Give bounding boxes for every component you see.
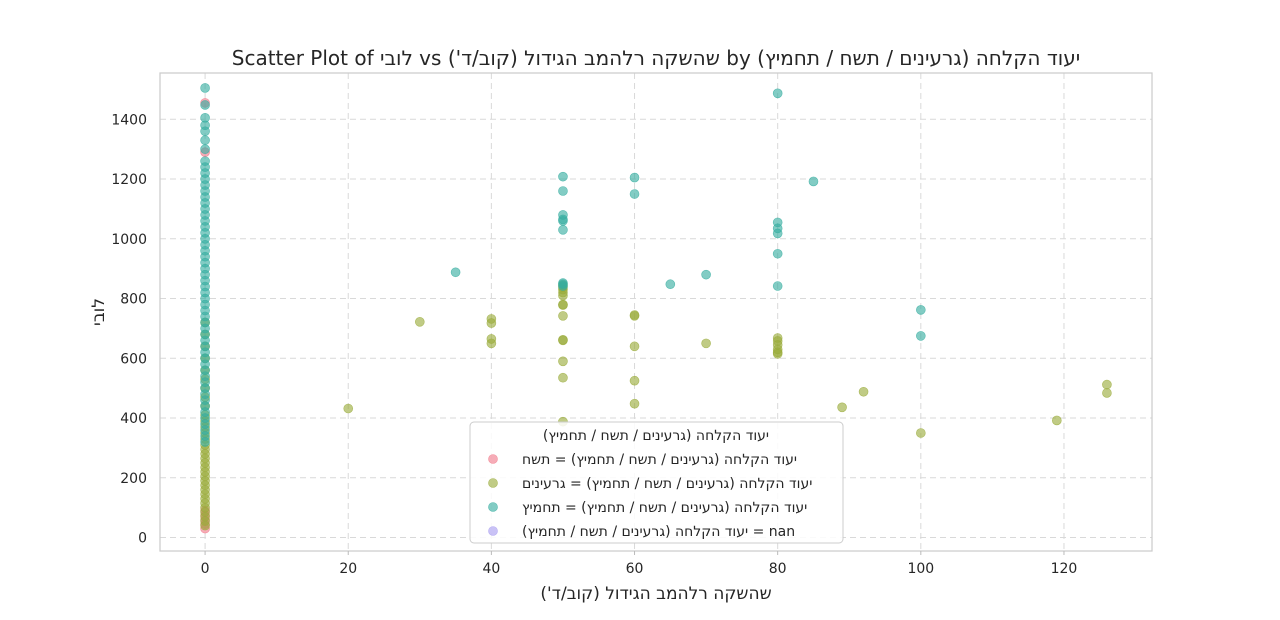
data-point bbox=[558, 300, 568, 310]
data-point bbox=[858, 386, 869, 397]
y-tick-label: 800 bbox=[120, 292, 147, 308]
data-point bbox=[629, 341, 640, 352]
data-point bbox=[772, 88, 783, 99]
legend-marker bbox=[488, 454, 498, 464]
data-point bbox=[558, 216, 568, 226]
data-point bbox=[558, 290, 568, 301]
data-point bbox=[629, 398, 640, 409]
legend-entry-label: יעוד הקלחה (גרעינים / תשח / תחמיץ) = גרע… bbox=[522, 476, 812, 492]
legend-entry-label: יעוד הקלחה (גרעינים / תשח / תחמיץ) = תחמ… bbox=[522, 500, 807, 516]
legend: יעוד הקלחה (גרעינים / תשח / תחמיץ) יעוד … bbox=[469, 421, 844, 544]
data-point bbox=[808, 176, 819, 187]
data-point bbox=[558, 171, 568, 182]
x-tick-label: 60 bbox=[626, 561, 644, 577]
legend-marker bbox=[488, 502, 498, 512]
legend-marker bbox=[488, 526, 498, 536]
data-point bbox=[486, 338, 497, 349]
data-point bbox=[772, 248, 783, 259]
x-tick-label: 100 bbox=[907, 561, 934, 577]
y-tick-label: 1400 bbox=[111, 112, 147, 128]
data-point bbox=[200, 135, 210, 146]
y-tick-label: 0 bbox=[138, 531, 147, 547]
data-point bbox=[558, 372, 568, 383]
chart-title: Scatter Plot of לובי vs שהשקה רלהמב הגיד… bbox=[232, 46, 1080, 70]
x-axis-label: שהשקה רלהמב הגידול (קוב/ד') bbox=[540, 584, 771, 604]
data-point bbox=[450, 267, 461, 278]
data-point bbox=[558, 281, 568, 291]
points-layer bbox=[200, 83, 1112, 534]
data-point bbox=[916, 331, 926, 341]
y-tick-label: 600 bbox=[120, 351, 147, 367]
data-point bbox=[200, 144, 210, 154]
legend-entry-label: יעוד הקלחה (גרעינים / תשח / תחמיץ) = nan bbox=[522, 524, 795, 540]
data-point bbox=[1102, 388, 1112, 398]
data-point bbox=[701, 338, 711, 349]
y-tick-label: 400 bbox=[120, 411, 147, 427]
data-point bbox=[558, 311, 568, 321]
data-point bbox=[200, 156, 210, 166]
data-point bbox=[772, 228, 783, 239]
data-point bbox=[558, 335, 568, 346]
legend-entries: יעוד הקלחה (גרעינים / תשח / תחמיץ) = תשח… bbox=[488, 452, 812, 540]
data-point bbox=[1102, 379, 1112, 390]
data-point bbox=[558, 356, 568, 367]
data-point bbox=[1052, 415, 1062, 426]
x-tick-label: 120 bbox=[1051, 561, 1078, 577]
plot-frame bbox=[159, 72, 1153, 552]
x-tick-label: 40 bbox=[482, 561, 500, 577]
data-point bbox=[629, 311, 640, 321]
x-tick-label: 80 bbox=[769, 561, 787, 577]
data-point bbox=[629, 172, 640, 183]
y-axis-label: לובי bbox=[89, 298, 109, 326]
data-point bbox=[701, 269, 711, 280]
legend-box bbox=[469, 421, 844, 544]
data-point bbox=[200, 113, 210, 123]
x-tick-label: 0 bbox=[201, 561, 210, 577]
data-point bbox=[665, 279, 676, 290]
data-point bbox=[772, 281, 783, 291]
data-point bbox=[343, 403, 354, 414]
data-point bbox=[415, 317, 425, 327]
y-tick-label: 1200 bbox=[111, 172, 147, 188]
y-tick-label: 200 bbox=[120, 471, 147, 487]
data-point bbox=[837, 402, 847, 413]
data-point bbox=[558, 186, 568, 196]
y-tick-label: 1000 bbox=[111, 232, 147, 248]
legend-title: יעוד הקלחה (גרעינים / תשח / תחמיץ) bbox=[543, 428, 769, 444]
x-tick-label: 20 bbox=[339, 561, 357, 577]
data-point bbox=[200, 83, 210, 93]
data-point bbox=[558, 225, 568, 235]
data-point bbox=[486, 318, 497, 328]
data-point bbox=[772, 349, 783, 359]
legend-marker bbox=[488, 478, 498, 488]
legend-entry-label: יעוד הקלחה (גרעינים / תשח / תחמיץ) = תשח bbox=[522, 452, 797, 468]
data-point bbox=[629, 375, 640, 386]
data-point bbox=[629, 189, 640, 199]
data-point bbox=[916, 428, 926, 438]
data-point bbox=[916, 305, 926, 315]
data-point bbox=[200, 100, 210, 110]
